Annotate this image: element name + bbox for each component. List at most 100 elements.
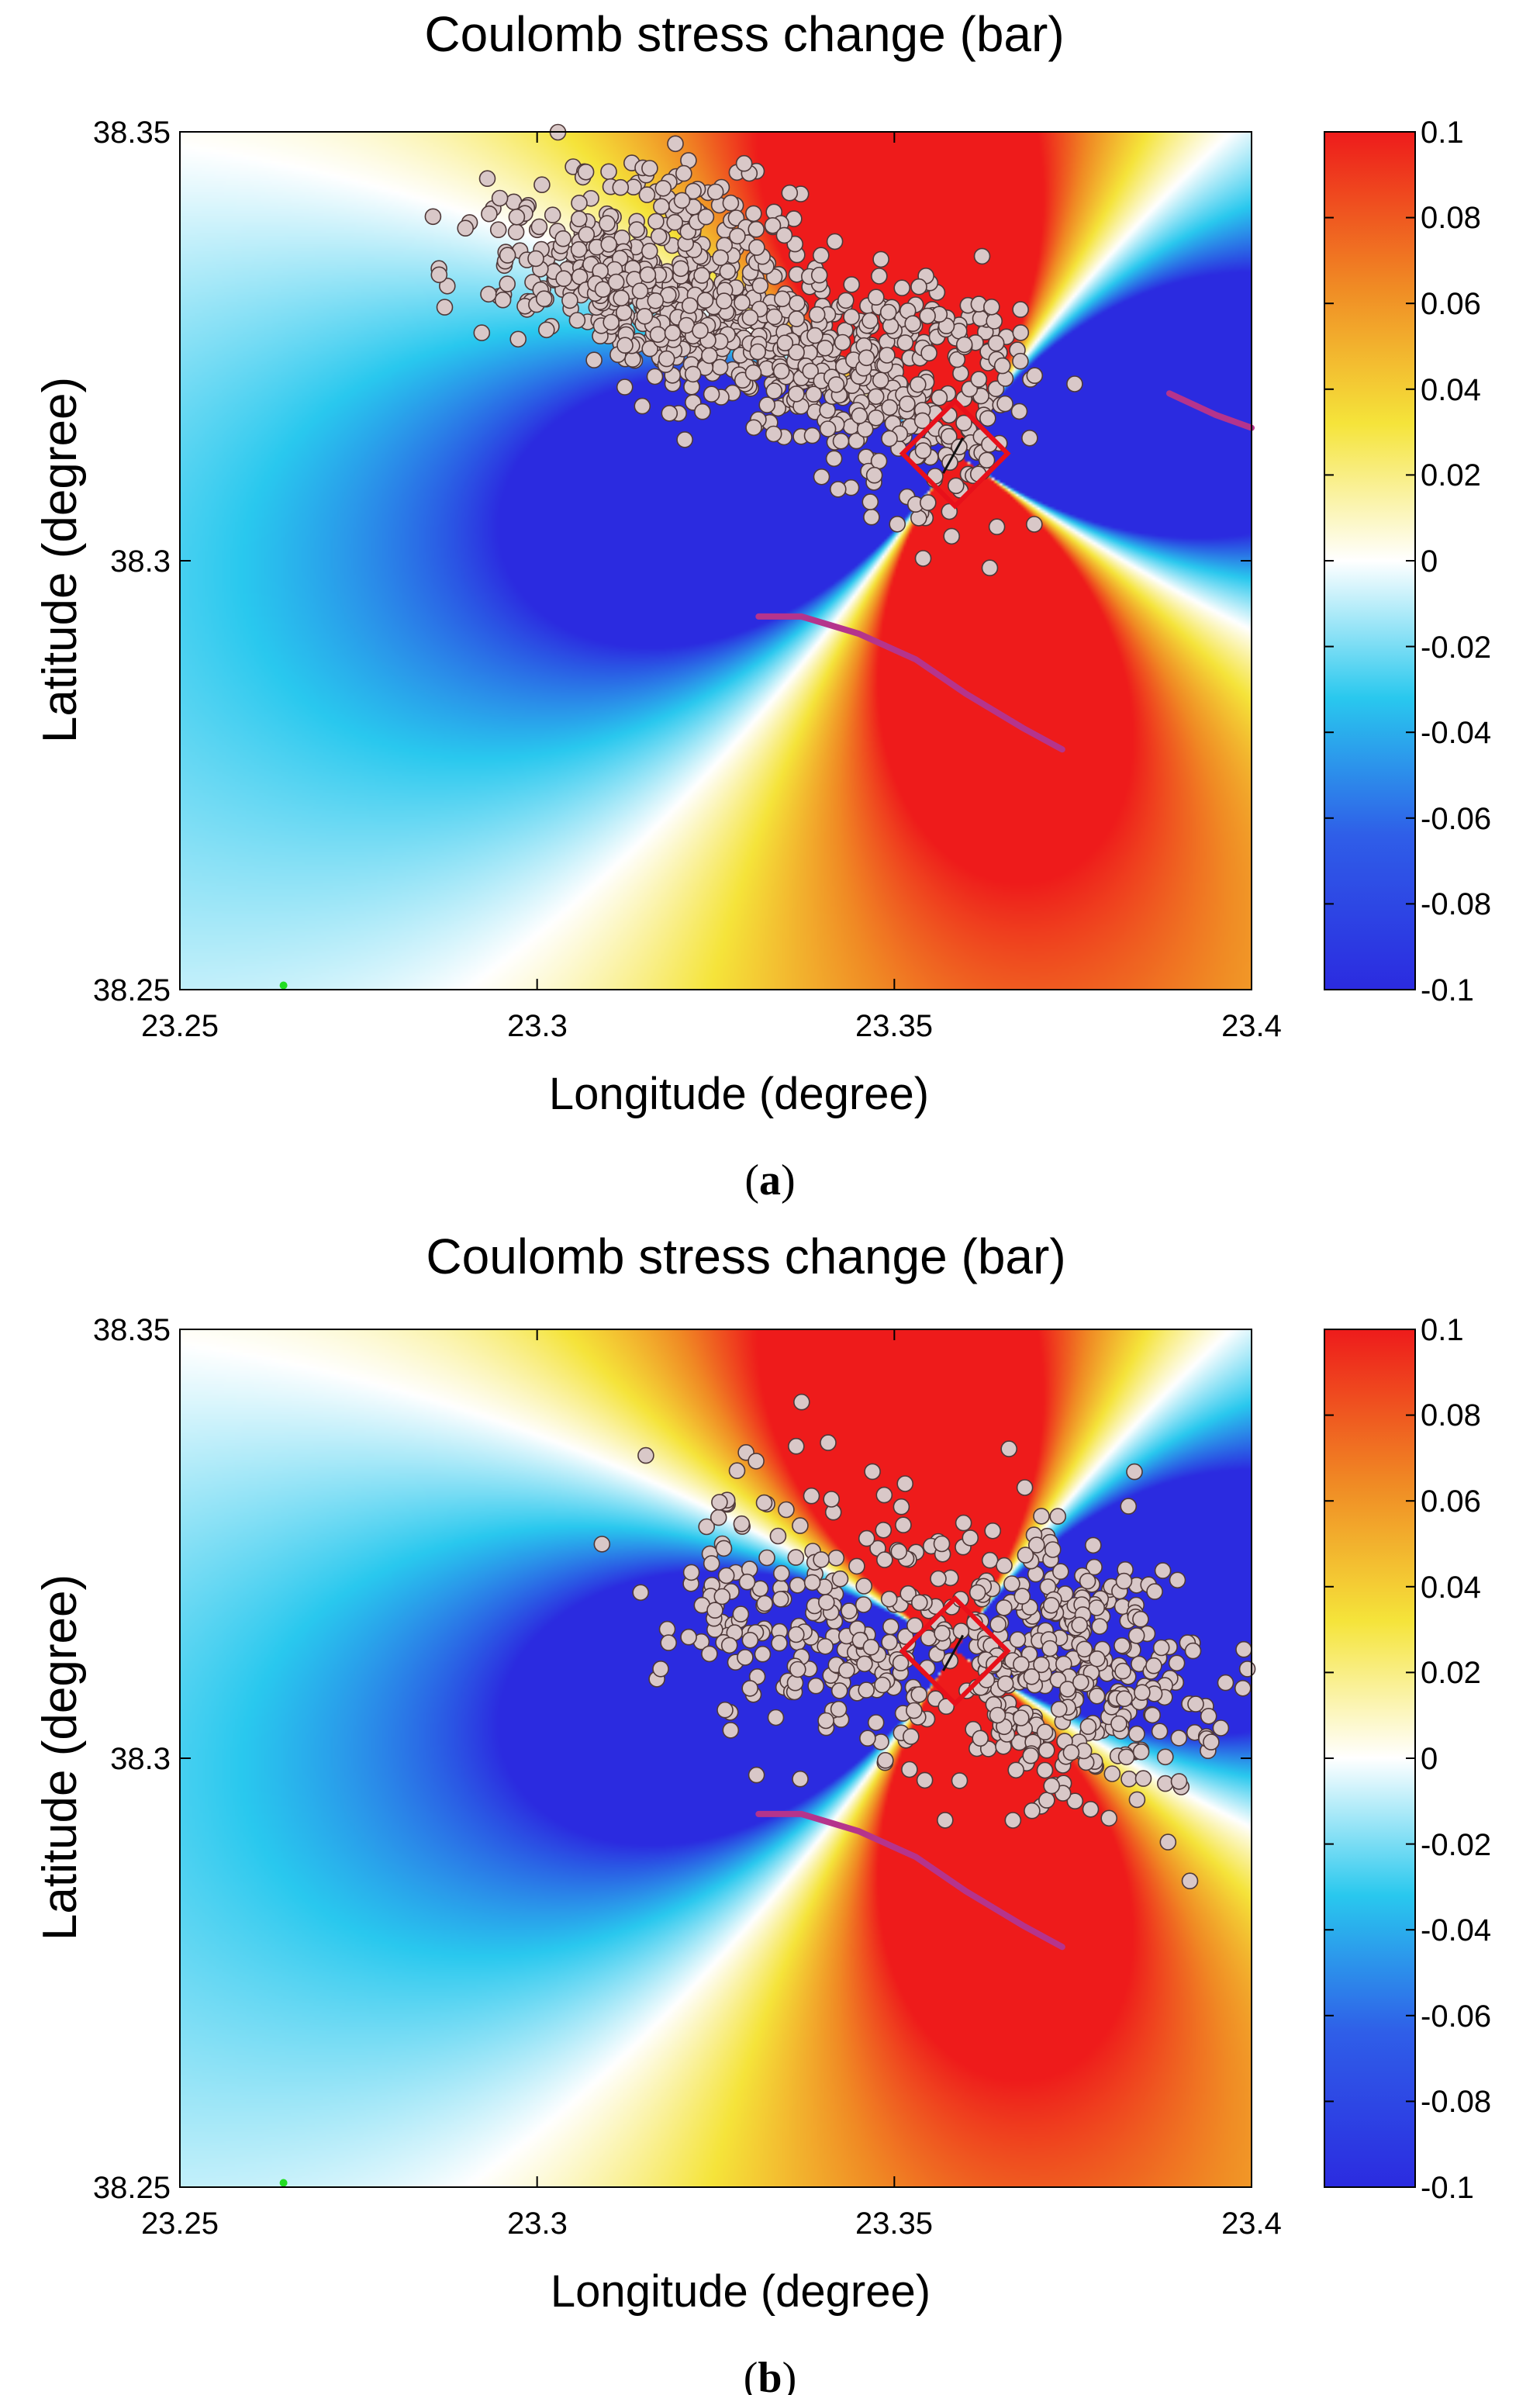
earthquake-point (1009, 1631, 1027, 1648)
earthquake-point (1203, 1733, 1220, 1750)
source-fault-box (899, 1595, 1011, 1707)
earthquake-point (712, 249, 729, 267)
earthquake-point (722, 194, 740, 212)
earthquake-point (904, 315, 921, 333)
panel-a-x-tick-23.4: 23.4 (1221, 1009, 1282, 1043)
earthquake-point (1217, 1674, 1234, 1692)
earthquake-point (920, 494, 937, 511)
earthquake-point (599, 215, 616, 232)
earthquake-point (733, 1515, 751, 1533)
earthquake-point (996, 1675, 1014, 1692)
earthquake-point (803, 1574, 821, 1591)
earthquake-point (693, 267, 710, 284)
earthquake-point (1157, 1748, 1174, 1766)
earthquake-point (830, 481, 847, 498)
earthquake-point (1026, 516, 1043, 533)
earthquake-point (765, 382, 783, 399)
earthquake-point (537, 321, 555, 339)
panel-b-colorbar-label-0.04: 0.04 (1421, 1571, 1481, 1605)
earthquake-point (864, 1463, 881, 1481)
earthquake-point (868, 409, 885, 427)
earthquake-point (771, 1634, 788, 1652)
earthquake-point (706, 183, 724, 201)
earthquake-point (788, 385, 805, 403)
earthquake-point (981, 1551, 999, 1569)
earthquake-point (1003, 1575, 1020, 1592)
earthquake-point (875, 1522, 893, 1539)
earthquake-point (720, 1636, 738, 1654)
earthquake-point (457, 219, 475, 237)
earthquake-point (937, 1698, 955, 1715)
earthquake-point (843, 276, 860, 293)
earthquake-point (641, 160, 658, 177)
panel-b-colorbar-gradient (1324, 1329, 1416, 2188)
earthquake-point (767, 1709, 785, 1726)
earthquake-point (803, 427, 821, 444)
earthquake-point (989, 1616, 1007, 1633)
earthquake-point (717, 1567, 735, 1585)
earthquake-point (675, 164, 692, 182)
earthquake-point (838, 1661, 855, 1679)
earthquake-point (751, 1580, 769, 1598)
earthquake-point (616, 378, 634, 396)
earthquake-point (616, 337, 634, 354)
earthquake-point (554, 230, 572, 247)
earthquake-point (641, 242, 658, 260)
earthquake-point (509, 330, 527, 348)
panel-a-colorbar-label-0: 0 (1421, 544, 1438, 579)
earthquake-point (1187, 1695, 1204, 1712)
earthquake-point (673, 192, 691, 209)
earthquake-point (893, 279, 910, 297)
earthquake-point (1000, 1440, 1017, 1457)
earthquake-point (1062, 1744, 1080, 1761)
earthquake-point (1028, 1536, 1045, 1553)
earthquake-point (1114, 1662, 1131, 1680)
earthquake-point (789, 1577, 806, 1594)
earthquake-point (1012, 352, 1029, 370)
earthquake-point (931, 389, 948, 406)
earthquake-point (647, 213, 665, 230)
earthquake-point (634, 397, 651, 415)
earthquake-point (859, 1730, 876, 1747)
earthquake-point (764, 216, 782, 234)
earthquake-point (910, 1686, 927, 1703)
panel-b-x-tick-23.3: 23.3 (507, 2207, 568, 2241)
earthquake-point (1128, 1791, 1146, 1809)
earthquake-point (638, 186, 656, 203)
earthquake-point (788, 1437, 805, 1455)
earthquake-point (430, 266, 448, 284)
earthquake-point (1036, 1761, 1054, 1779)
earthquake-point (872, 372, 889, 389)
earthquake-point (473, 324, 491, 341)
earthquake-point (819, 420, 837, 437)
earthquake-point (877, 1751, 894, 1769)
earthquake-point (1114, 1637, 1131, 1654)
earthquake-point (981, 559, 999, 577)
earthquake-point (744, 205, 762, 223)
earthquake-point (788, 344, 805, 361)
earthquake-point (1023, 1668, 1041, 1685)
earthquake-point (955, 414, 972, 432)
panel-a-title: Coulomb stress change (bar) (424, 6, 1064, 62)
earthquake-point (1127, 1627, 1145, 1644)
panel-b-colorbar-label-0.06: 0.06 (1421, 1484, 1481, 1519)
earthquake-point (851, 407, 868, 424)
earthquake-point (930, 1570, 947, 1588)
earthquake-point (820, 1434, 837, 1451)
earthquake-point (603, 313, 620, 331)
earthquake-point (719, 263, 737, 280)
earthquake-point (943, 527, 960, 545)
earthquake-point (872, 251, 889, 268)
earthquake-point (865, 466, 883, 484)
earthquake-point (776, 334, 794, 352)
earthquake-point (703, 1555, 720, 1572)
earthquake-point (1120, 1770, 1138, 1788)
earthquake-point (1052, 1563, 1069, 1580)
earthquake-point (882, 317, 899, 335)
earthquake-point (862, 312, 879, 330)
panel-a-y-tick-38.3: 38.3 (110, 544, 171, 579)
earthquake-point (499, 247, 516, 264)
panel-a-colorbar: 0.1 0.08 0.06 0.04 0.02 0 -0.02 -0.04 -0… (1324, 116, 1491, 1007)
earthquake-point (641, 340, 659, 358)
